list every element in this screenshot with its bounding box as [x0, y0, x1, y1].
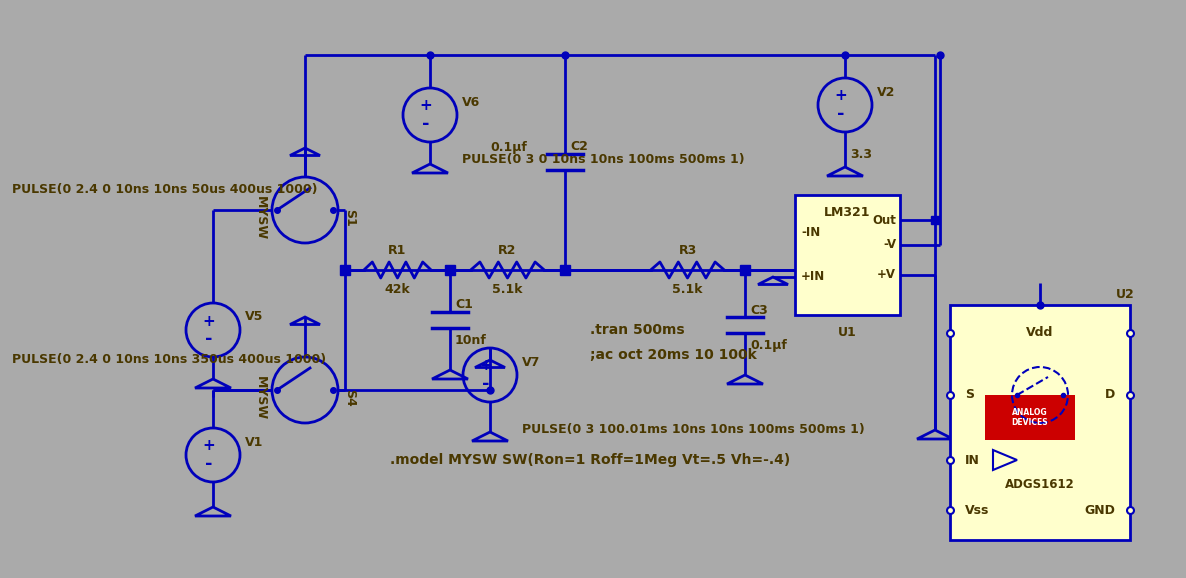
Text: V2: V2: [876, 86, 895, 98]
Text: -: -: [837, 105, 844, 123]
Text: LM321: LM321: [824, 206, 871, 220]
Text: ;ac oct 20ms 10 100k: ;ac oct 20ms 10 100k: [589, 348, 757, 362]
Text: U1: U1: [839, 327, 856, 339]
Text: Vdd: Vdd: [1026, 327, 1053, 339]
Text: R3: R3: [678, 244, 696, 257]
Text: V1: V1: [246, 435, 263, 449]
Text: MYSW: MYSW: [254, 196, 267, 240]
Text: C3: C3: [750, 303, 767, 317]
Text: +: +: [479, 358, 492, 373]
FancyBboxPatch shape: [950, 305, 1130, 540]
Text: V5: V5: [246, 310, 263, 324]
Text: C1: C1: [455, 298, 473, 312]
Text: +V: +V: [876, 269, 895, 281]
FancyBboxPatch shape: [986, 395, 1075, 440]
Text: V6: V6: [463, 95, 480, 109]
Text: ANALOG
DEVICES: ANALOG DEVICES: [1012, 408, 1048, 427]
Text: 0.1μf: 0.1μf: [750, 339, 786, 351]
Text: -IN: -IN: [801, 227, 821, 239]
Text: S: S: [965, 388, 974, 402]
Text: GND: GND: [1084, 503, 1115, 517]
Text: 42k: 42k: [384, 283, 410, 296]
Text: -V: -V: [882, 239, 895, 251]
Text: R2: R2: [498, 244, 517, 257]
Text: S4: S4: [343, 389, 356, 407]
Text: MYSW: MYSW: [254, 376, 267, 420]
Text: .tran 500ms: .tran 500ms: [589, 323, 684, 337]
Text: +: +: [203, 313, 216, 328]
Text: 0.1μf: 0.1μf: [490, 140, 527, 154]
Text: +: +: [420, 98, 433, 113]
Text: +IN: +IN: [801, 271, 825, 283]
Text: R1: R1: [388, 244, 407, 257]
Text: PULSE(0 2.4 0 10ns 10ns 350us 400us 1000): PULSE(0 2.4 0 10ns 10ns 350us 400us 1000…: [12, 354, 326, 366]
Text: -: -: [205, 330, 212, 348]
FancyBboxPatch shape: [795, 195, 900, 315]
Text: +: +: [203, 439, 216, 454]
Text: 3.3: 3.3: [850, 149, 872, 161]
Text: IN: IN: [965, 454, 980, 466]
Text: +: +: [835, 88, 847, 103]
Text: Out: Out: [872, 213, 895, 227]
Text: PULSE(0 2.4 0 10ns 10ns 50us 400us 1000): PULSE(0 2.4 0 10ns 10ns 50us 400us 1000): [12, 183, 318, 197]
Text: C2: C2: [570, 140, 588, 154]
Text: PULSE(0 3 100.01ms 10ns 10ns 100ms 500ms 1): PULSE(0 3 100.01ms 10ns 10ns 100ms 500ms…: [522, 424, 865, 436]
Text: Vss: Vss: [965, 503, 989, 517]
Text: 10nf: 10nf: [455, 334, 487, 346]
Text: D: D: [1104, 388, 1115, 402]
Text: -: -: [422, 115, 429, 133]
Text: 5.1k: 5.1k: [492, 283, 523, 296]
Text: S1: S1: [343, 209, 356, 227]
Text: -: -: [205, 455, 212, 473]
Text: .model MYSW SW(Ron=1 Roff=1Meg Vt=.5 Vh=-.4): .model MYSW SW(Ron=1 Roff=1Meg Vt=.5 Vh=…: [390, 453, 790, 467]
Text: ADGS1612: ADGS1612: [1005, 479, 1075, 491]
Text: 5.1k: 5.1k: [672, 283, 703, 296]
Text: V7: V7: [522, 355, 541, 369]
Text: U2: U2: [1116, 288, 1135, 302]
Text: -: -: [483, 375, 490, 393]
Text: PULSE(0 3 0 10ns 10ns 100ms 500ms 1): PULSE(0 3 0 10ns 10ns 100ms 500ms 1): [463, 154, 745, 166]
